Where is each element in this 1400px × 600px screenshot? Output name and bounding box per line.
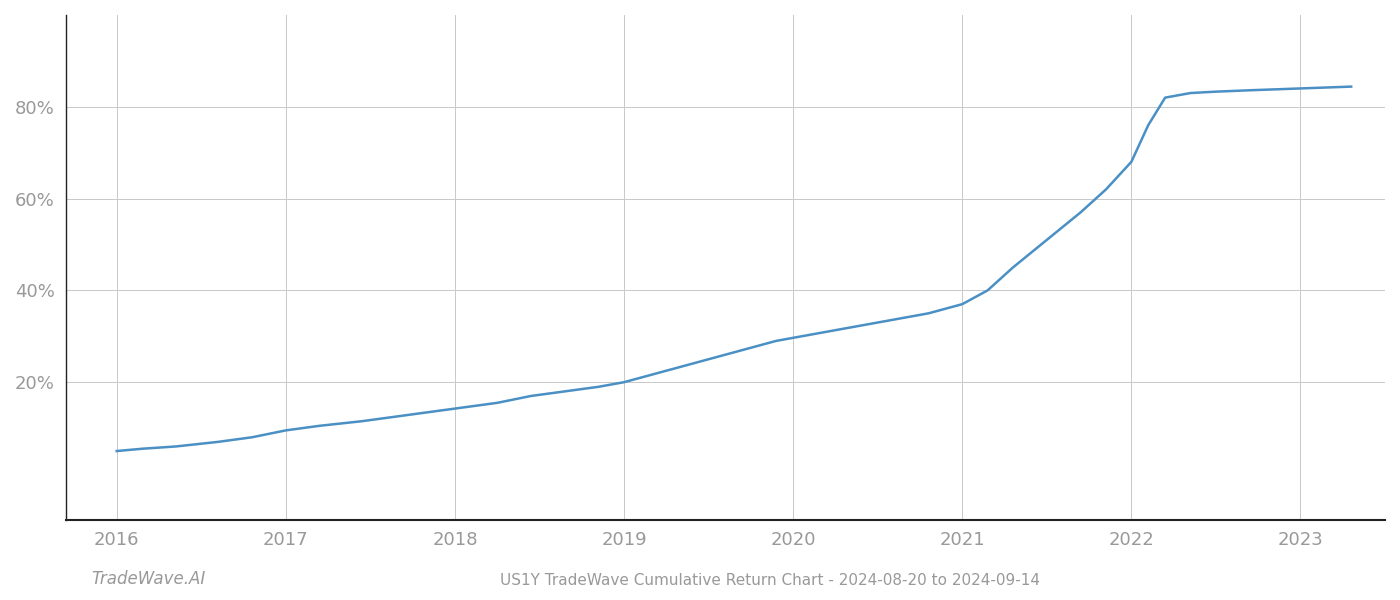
Text: US1Y TradeWave Cumulative Return Chart - 2024-08-20 to 2024-09-14: US1Y TradeWave Cumulative Return Chart -… xyxy=(500,573,1040,588)
Text: TradeWave.AI: TradeWave.AI xyxy=(91,570,206,588)
